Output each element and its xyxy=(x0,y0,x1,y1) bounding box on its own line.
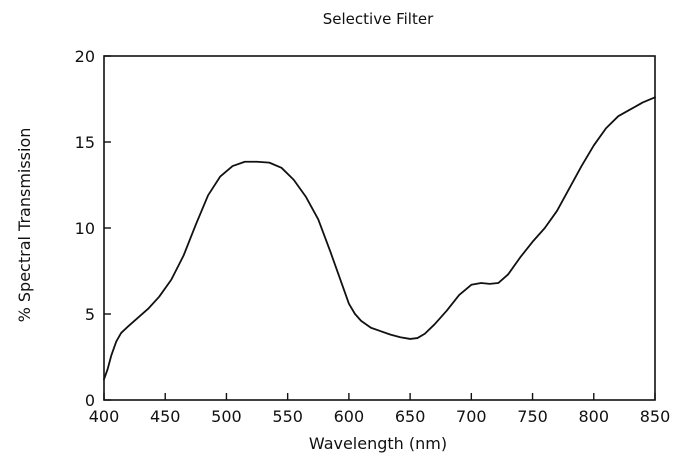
x-tick-label: 650 xyxy=(395,407,426,426)
plot-frame xyxy=(103,55,656,401)
y-tick-label: 0 xyxy=(85,391,95,410)
x-tick-label: 400 xyxy=(89,407,120,426)
x-tick-label: 700 xyxy=(456,407,487,426)
x-tick-label: 800 xyxy=(579,407,610,426)
x-tick-label: 850 xyxy=(640,407,671,426)
y-tick-label: 10 xyxy=(75,219,95,238)
x-tick-label: 750 xyxy=(517,407,548,426)
y-tick-label: 5 xyxy=(85,305,95,324)
x-tick-label: 600 xyxy=(334,407,365,426)
x-tick-label: 500 xyxy=(211,407,242,426)
y-tick-label: 15 xyxy=(75,133,95,152)
y-axis-label: % Spectral Transmission xyxy=(15,128,34,323)
transmission-curve xyxy=(103,96,656,381)
chart-title: Selective Filter xyxy=(323,10,434,28)
x-axis-label: Wavelength (nm) xyxy=(309,434,447,453)
x-axis-tick-labels: 400 450 500 550 600 650 700 750 800 850 xyxy=(89,407,671,426)
y-axis-tick-labels: 0 5 10 15 20 xyxy=(75,47,95,410)
y-tick-label: 20 xyxy=(75,47,95,66)
x-tick-label: 550 xyxy=(272,407,303,426)
y-axis-ticks xyxy=(104,55,111,401)
x-tick-label: 450 xyxy=(150,407,181,426)
x-axis-ticks xyxy=(103,393,656,400)
